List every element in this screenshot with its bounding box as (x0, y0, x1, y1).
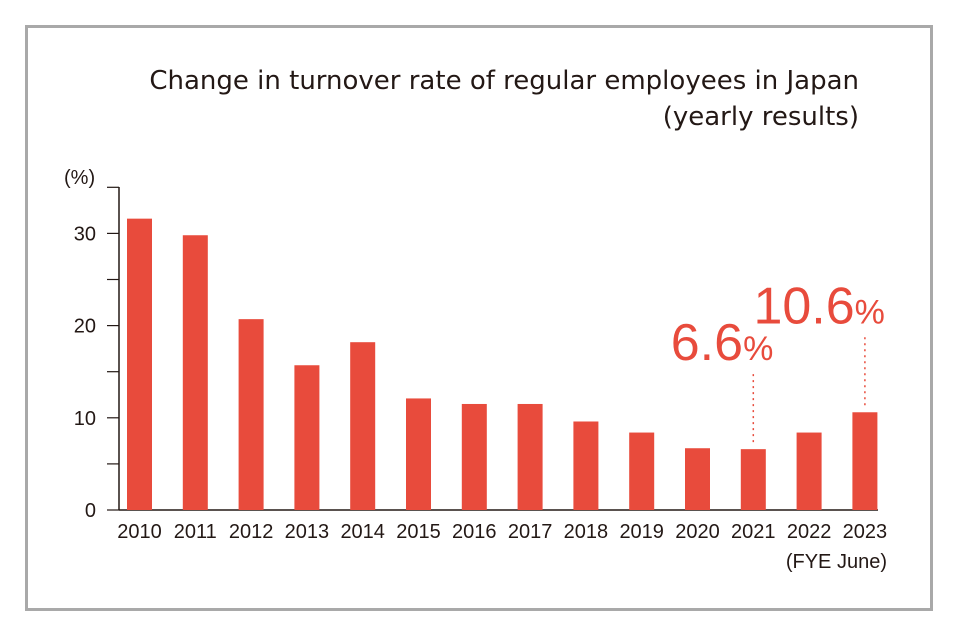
bar-2014 (350, 342, 376, 510)
x-tick-label: 2017 (508, 521, 553, 543)
callout-label-2023: 10.6% (753, 277, 884, 335)
bar-2020 (685, 448, 710, 510)
chart-title: Change in turnover rate of regular emplo… (149, 66, 859, 96)
x-tick-label: 2020 (675, 521, 720, 543)
x-tick-label: 2011 (174, 521, 217, 543)
x-tick-label: 2022 (787, 521, 832, 543)
bar-2010 (127, 218, 152, 510)
chart-subtitle: (yearly results) (662, 102, 859, 132)
bar-2013 (294, 365, 320, 510)
x-tick-label: 2012 (229, 521, 274, 543)
bar-2012 (238, 319, 264, 510)
x-tick-label: 2021 (731, 521, 776, 543)
callout-label-2021: 6.6% (671, 314, 774, 372)
x-tick-label: 2015 (396, 521, 441, 543)
x-tick-label: 2019 (619, 521, 664, 543)
x-tick-label: 2013 (285, 521, 330, 543)
x-tick-label: 2010 (117, 521, 162, 543)
y-tick-label: 0 (85, 500, 96, 522)
x-tick-label: 2016 (452, 521, 497, 543)
x-tick-label: 2014 (340, 521, 385, 543)
bar-2015 (406, 398, 431, 510)
bar-2017 (517, 403, 543, 510)
y-tick-label: 30 (74, 223, 96, 245)
bar-2022 (796, 432, 822, 510)
chart-frame (25, 25, 933, 611)
y-tick-label: 10 (74, 408, 96, 430)
x-tick-label: 2018 (564, 521, 609, 543)
bar-2019 (629, 432, 655, 510)
y-axis-unit-label: (%) (64, 167, 95, 189)
x-tick-label: 2023 (843, 521, 888, 543)
y-tick-label: 20 (74, 316, 96, 338)
bar-2016 (461, 403, 487, 510)
x-axis-note: (FYE June) (786, 551, 887, 573)
bar-2021 (740, 449, 766, 510)
bar-2018 (573, 421, 599, 510)
bar-2011 (182, 235, 208, 510)
bar-2023 (852, 412, 878, 510)
